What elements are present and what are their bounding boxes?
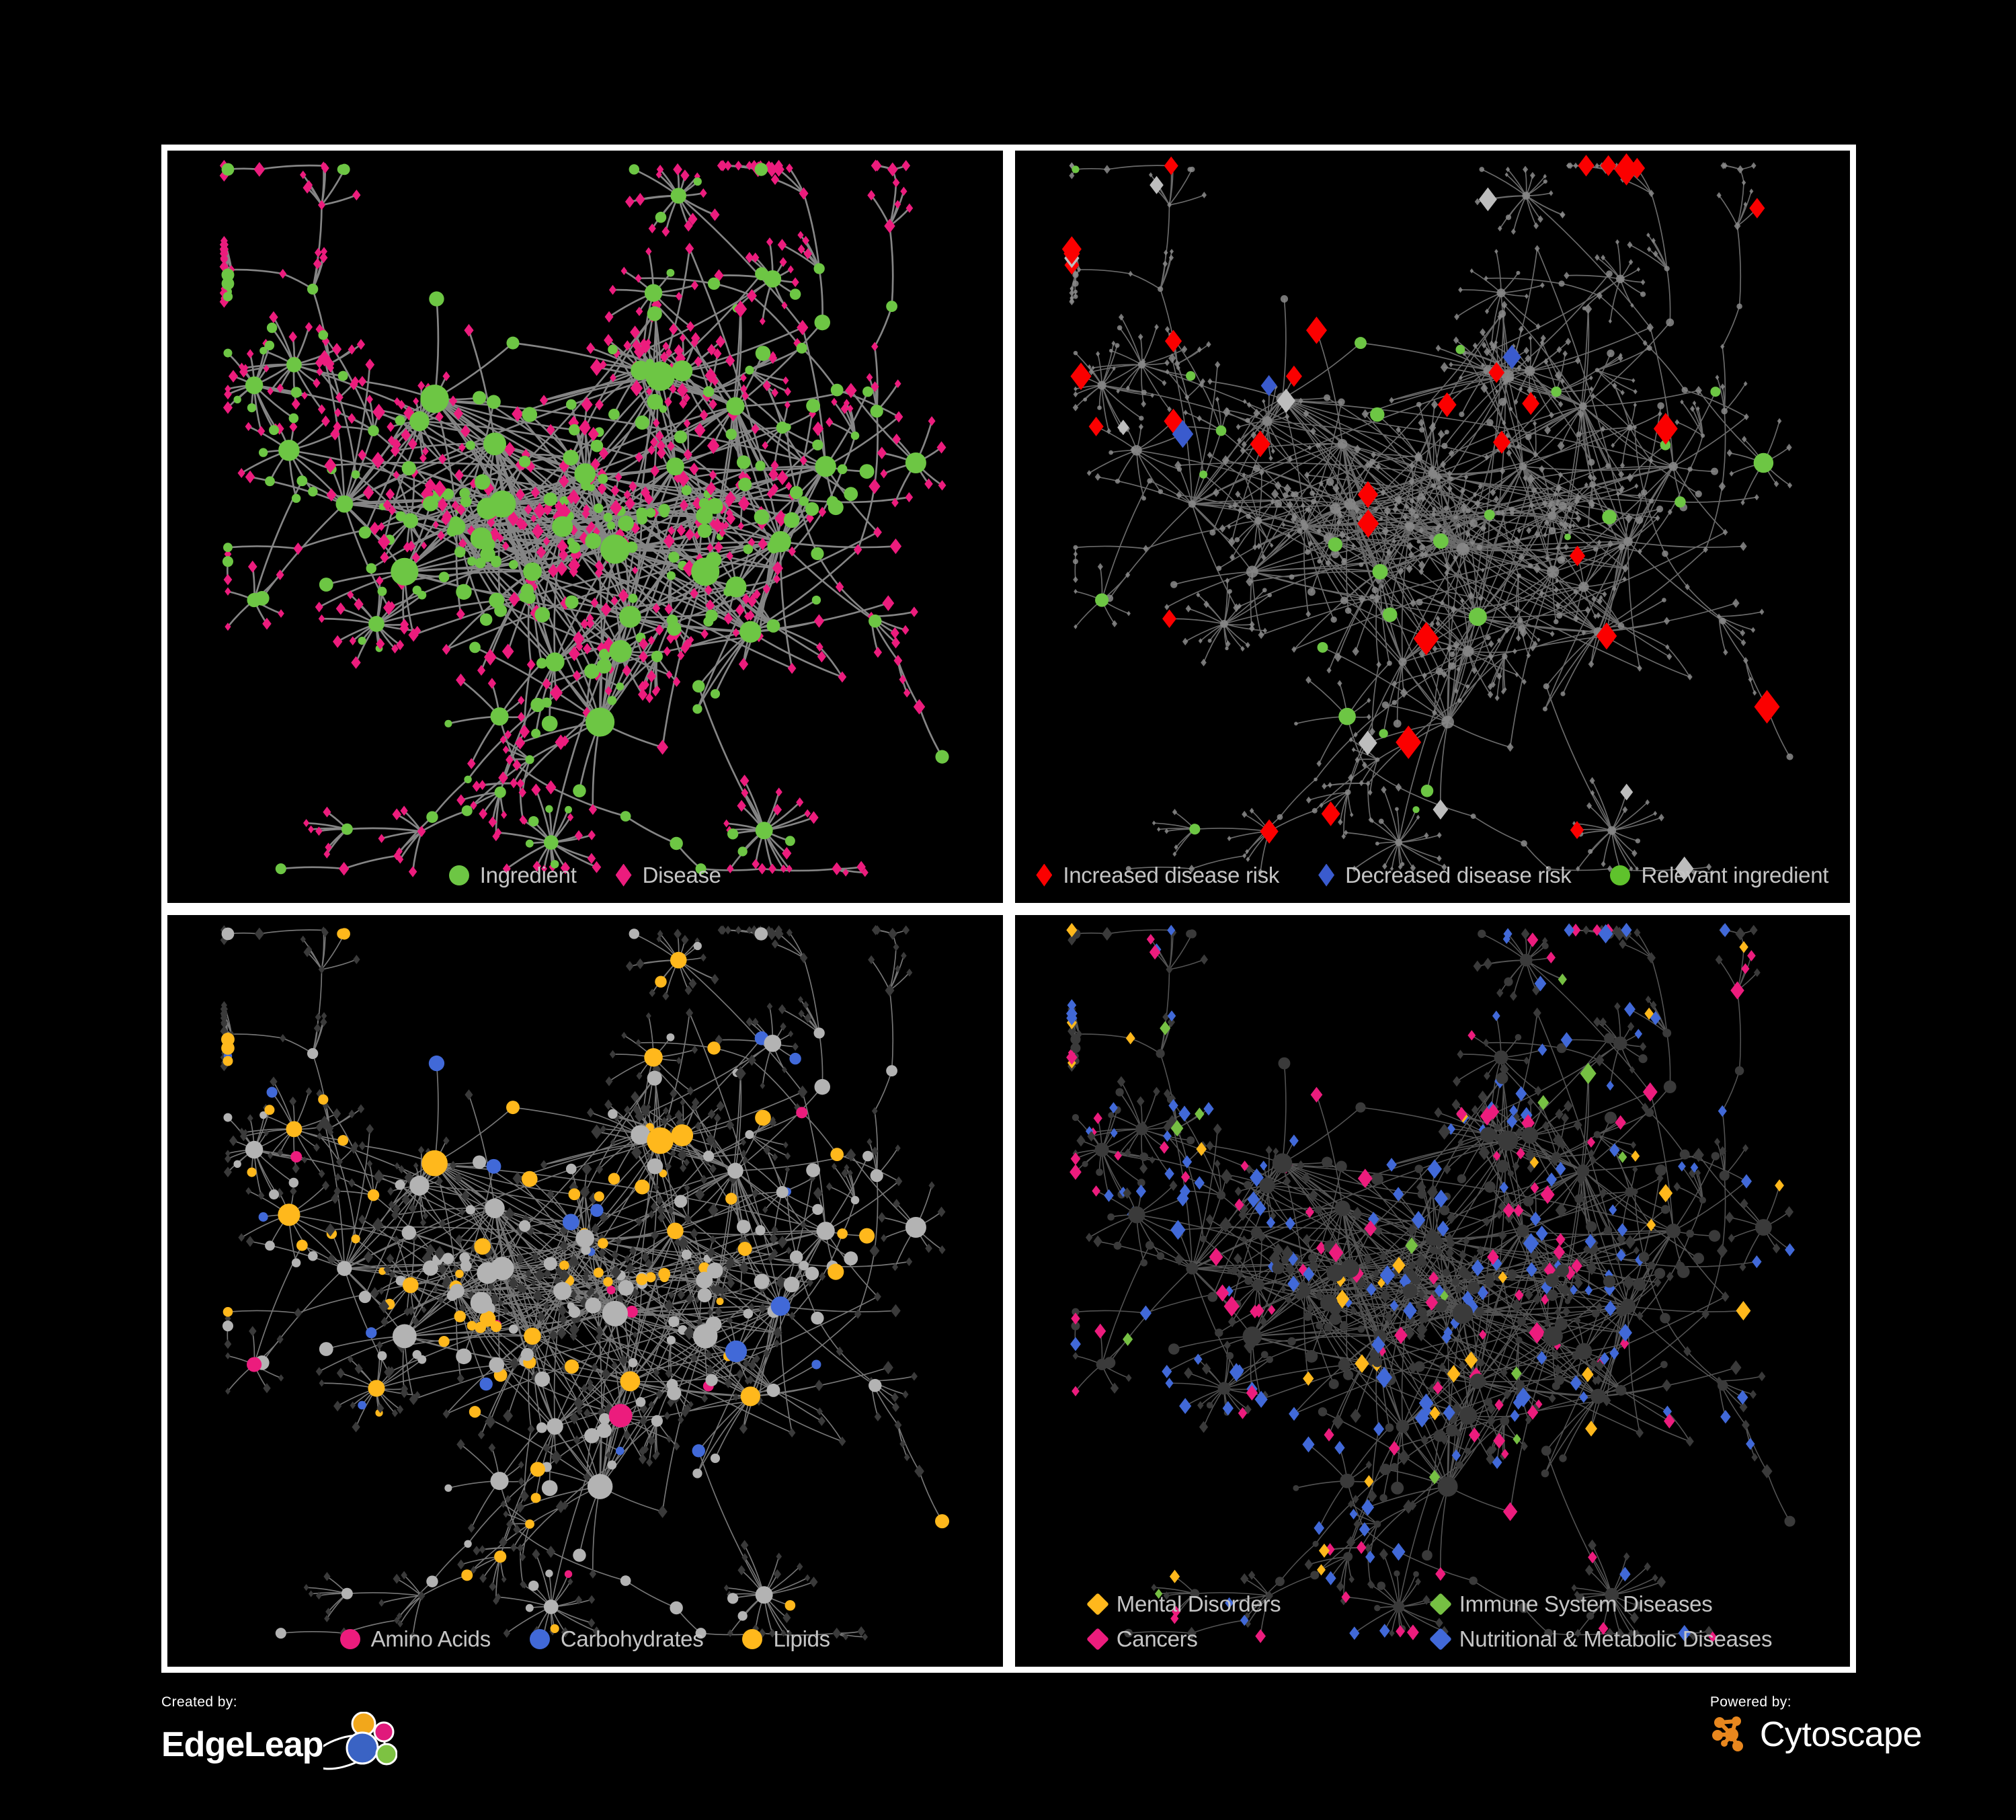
legend-item: Relevant ingredient (1610, 863, 1828, 888)
legend-item: Lipids (742, 1626, 830, 1652)
legend-item: Decreased disease risk (1318, 862, 1572, 888)
legend-circle-icon (1610, 865, 1631, 885)
legend-diamond-icon (1086, 1593, 1109, 1616)
edgeleap-wordmark: EdgeLeap (161, 1725, 323, 1764)
legend-item-label: Increased disease risk (1063, 862, 1280, 887)
created-by-logo[interactable]: Created by: EdgeLeap (161, 1694, 397, 1777)
legend-circle-icon (742, 1629, 763, 1649)
legend-diamond-icon (1428, 1628, 1452, 1651)
powered-by-logo[interactable]: Powered by: (1709, 1694, 1923, 1757)
legend-ingredient-disease: Ingredient Disease (167, 863, 1003, 888)
legend-item-label: Lipids (773, 1626, 830, 1651)
legend-item: Nutritional & Metabolic Diseases (1428, 1626, 1775, 1652)
cytoscape-wordmark: Cytoscape (1759, 1714, 1923, 1754)
legend-item: Ingredient (448, 862, 577, 888)
created-by-caption: Created by: (161, 1694, 237, 1710)
figure-panel-grid: Ingredient Disease Increased disease risk… (161, 145, 1856, 1673)
legend-item-label: Decreased disease risk (1345, 862, 1572, 887)
legend-disease-category: Mental Disorders Immune System Diseases Ca… (1086, 1591, 1775, 1652)
network-canvas-disease-category[interactable] (1015, 914, 1851, 1667)
legend-circle-icon (339, 1629, 360, 1649)
legend-item-label: Ingredient (479, 862, 577, 887)
legend-item-label: Cancers (1116, 1626, 1198, 1651)
legend-disease-risk: Increased disease risk Decreased disease … (1015, 863, 1851, 888)
legend-item-label: Disease (642, 862, 721, 887)
legend-diamond-icon (1086, 1628, 1109, 1651)
footer: Created by: EdgeLeap Powered by: (0, 1688, 2016, 1815)
legend-item-label: Nutritional & Metabolic Diseases (1459, 1626, 1773, 1651)
network-canvas-ingredient-class[interactable] (167, 914, 1003, 1667)
legend-item: Amino Acids (339, 1626, 491, 1652)
legend-item: Immune System Diseases (1428, 1591, 1775, 1617)
legend-item-label: Relevant ingredient (1641, 862, 1829, 887)
legend-circle-icon (448, 865, 469, 885)
powered-by-caption: Powered by: (1709, 1694, 1791, 1710)
edgeleap-network-icon (311, 1711, 397, 1777)
cytoscape-icon (1710, 1712, 1752, 1757)
legend-item: Mental Disorders (1086, 1591, 1433, 1617)
legend-item: Disease (615, 862, 721, 888)
panel-ingredient-class-network[interactable]: Amino Acids Carbohydrates Lipids (167, 914, 1003, 1667)
panel-disease-category-network[interactable]: Mental Disorders Immune System Diseases Ca… (1014, 914, 1851, 1667)
legend-ingredient-class: Amino Acids Carbohydrates Lipids (167, 1626, 1003, 1652)
legend-item-label: Immune System Diseases (1459, 1591, 1713, 1616)
legend-diamond-icon (1428, 1593, 1452, 1616)
network-canvas-ingredient-disease[interactable] (167, 151, 1003, 903)
panel-ingredient-disease-network[interactable]: Ingredient Disease (167, 151, 1003, 903)
legend-item: Carbohydrates (529, 1626, 704, 1652)
legend-circle-icon (529, 1629, 550, 1649)
legend-diamond-icon (615, 863, 632, 887)
legend-item-label: Mental Disorders (1116, 1591, 1281, 1616)
network-canvas-disease-risk[interactable] (1015, 151, 1851, 903)
legend-diamond-icon (1036, 863, 1053, 887)
legend-item: Cancers (1086, 1626, 1433, 1652)
legend-item-label: Carbohydrates (560, 1626, 704, 1651)
legend-diamond-icon (1318, 863, 1335, 887)
panel-disease-risk-network[interactable]: Increased disease risk Decreased disease … (1014, 151, 1851, 903)
legend-item: Increased disease risk (1036, 863, 1279, 888)
legend-item-label: Amino Acids (370, 1626, 491, 1651)
